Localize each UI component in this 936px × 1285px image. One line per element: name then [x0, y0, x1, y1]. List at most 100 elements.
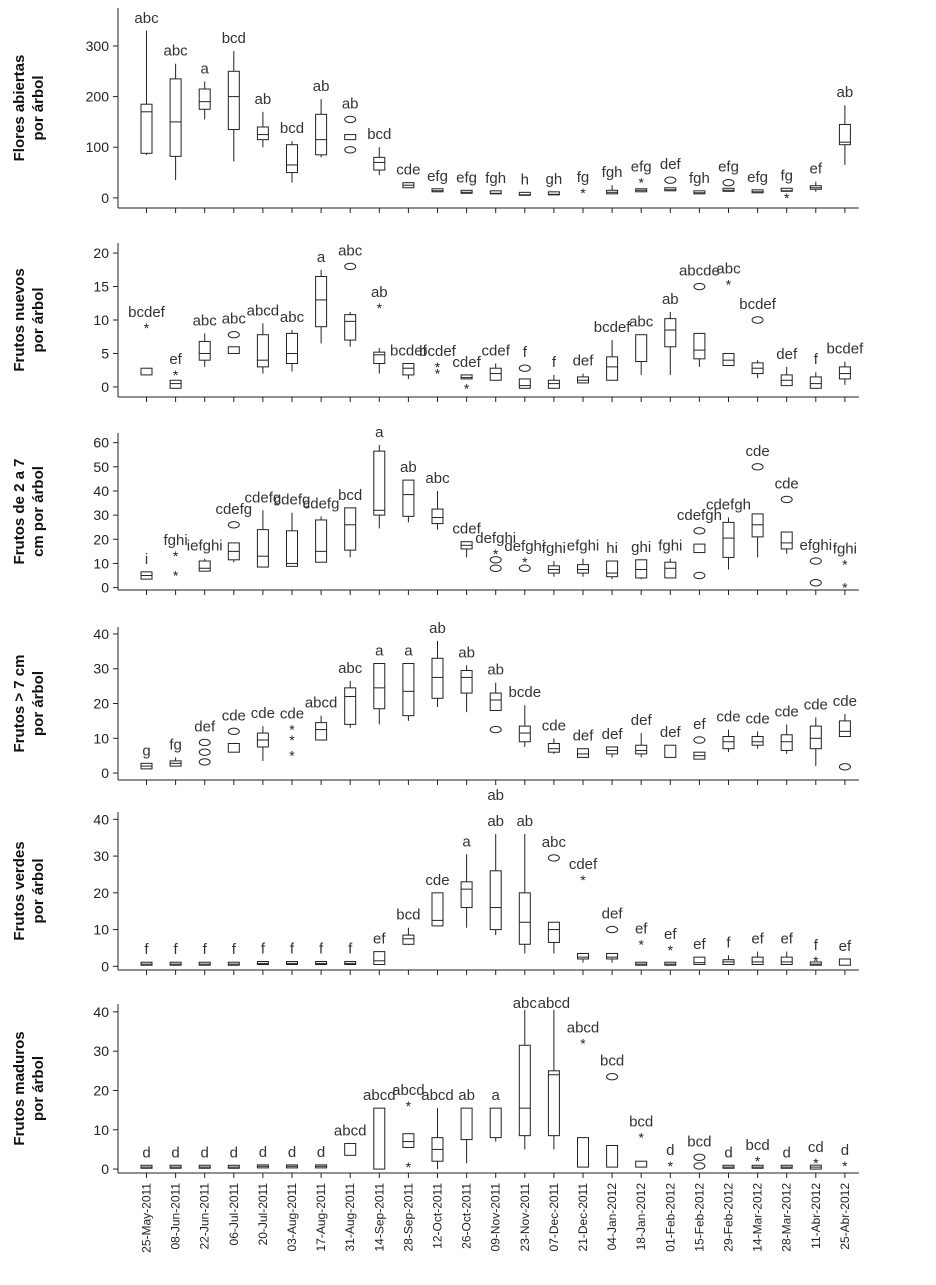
significance-letter: def [776, 346, 798, 363]
panel-5: 0 10 20 30 40 Frutos verdes por árbol f f f f f f f f e… [11, 787, 859, 975]
outlier-circle [722, 178, 735, 187]
box-25-May-2011: *bcdef [128, 304, 166, 376]
box-29-Feb-2012: *abc [716, 261, 741, 367]
outlier-star: * [668, 1158, 674, 1174]
outlier-circle [664, 176, 677, 184]
box-rect [693, 956, 706, 965]
box-21-Dec-2011: *fg [577, 169, 590, 201]
x-tick-label: 12-Oct-2011 [431, 1183, 445, 1249]
significance-letter: fg [577, 169, 590, 186]
box-11-Abr-2012: cde [804, 696, 828, 767]
box-rect [518, 1044, 531, 1137]
x-tick-label: 31-Aug-2011 [343, 1183, 357, 1252]
outlier-circle [198, 738, 211, 747]
box-25-May-2011: abc [134, 10, 159, 155]
significance-letter: efg [718, 159, 739, 176]
box-rect [780, 956, 793, 965]
box-22-Jun-2011: f [198, 941, 211, 966]
significance-letter: def [660, 156, 682, 173]
box-28-Sep-2011: **abcd [392, 1082, 425, 1175]
box-17-Aug-2011: a [315, 249, 328, 344]
box-25-Abr-2012: ef [839, 938, 852, 966]
significance-letter: abc [338, 242, 363, 259]
box-25-May-2011: g [140, 742, 153, 770]
significance-letter: d [259, 1144, 267, 1161]
outlier-circle [693, 527, 706, 535]
outlier-star: * [435, 359, 441, 375]
box-rect [169, 78, 182, 157]
box-09-Nov-2011: ab [487, 662, 504, 734]
box-26-Oct-2011: * cdef [452, 354, 481, 396]
x-tick-label: 06-Jul-2011 [227, 1183, 241, 1246]
box-22-Jun-2011: iefghi [187, 538, 223, 572]
outlier-star: * [464, 380, 470, 396]
significance-letter: f [232, 941, 237, 958]
box-15-Feb-2012: abcde [679, 263, 720, 367]
box-28-Mar-2012: ef [780, 931, 794, 965]
y-tick-label: 40 [93, 1004, 109, 1020]
box-03-Aug-2011: bcd [280, 120, 304, 183]
outlier-circle [518, 364, 531, 372]
significance-letter: i [145, 551, 148, 568]
significance-letter: ab [255, 91, 272, 108]
box-rect [606, 952, 619, 960]
y-tick-label: 0 [101, 580, 109, 596]
significance-letter: cde [716, 709, 740, 726]
significance-letter: f [290, 940, 295, 957]
significance-letter: d [841, 1142, 849, 1159]
box-21-Dec-2011: *cdef [569, 856, 598, 963]
x-tick-label: 14-Mar-2012 [751, 1183, 765, 1252]
box-09-Nov-2011: fgh [485, 170, 506, 195]
y-axis-label: Frutos verdes por árbol [11, 841, 47, 940]
box-29-Feb-2012: f [722, 934, 735, 965]
x-tick-label: 01-Feb-2012 [663, 1183, 677, 1252]
outlier-circle [227, 331, 240, 339]
box-07-Dec-2011: gh [546, 171, 562, 196]
box-rect [838, 720, 851, 738]
significance-letter: fg [780, 167, 793, 184]
significance-letter: cde [251, 705, 275, 722]
significance-letter: ab [458, 644, 475, 661]
box-rect [344, 507, 357, 551]
y-tick-label: 60 [93, 435, 109, 451]
significance-letter: cdef [452, 521, 481, 538]
box-08-Jun-2011: **fghi [164, 532, 188, 583]
outlier-circle [344, 115, 357, 124]
significance-letter: abcd [363, 1087, 396, 1104]
significance-letter: abcd [421, 1087, 454, 1104]
outlier-star: * [638, 1130, 644, 1146]
box-03-Aug-2011: f [286, 940, 298, 965]
outlier-circle [751, 316, 764, 324]
y-axis-label: Frutos de 2 a 7 cm por árbol [11, 459, 47, 565]
significance-letter: def [602, 726, 624, 743]
y-tick-label: 10 [93, 312, 109, 328]
outlier-star: * [406, 1098, 412, 1114]
outlier-circle [693, 571, 706, 580]
box-04-Jan-2012: bcd [600, 1053, 624, 1168]
significance-letter: cdefgh [677, 507, 722, 524]
outlier-circle [489, 564, 502, 572]
box-rect [431, 657, 444, 699]
box-08-Jun-2011: abc [164, 43, 188, 181]
outlier-star: * [406, 1159, 412, 1175]
box-rect [198, 560, 211, 572]
significance-letter: ab [662, 291, 679, 308]
box-17-Aug-2011: ab [313, 78, 329, 158]
box-31-Aug-2011: ab [342, 95, 359, 154]
box-rect [140, 367, 153, 376]
box-06-Jul-2011: cdefg [215, 501, 252, 563]
box-rect [547, 1070, 560, 1137]
y-tick-label: 10 [93, 1122, 109, 1138]
x-tick-label: 04-Jan-2012 [605, 1183, 619, 1251]
outlier-star: * [638, 936, 644, 952]
outlier-star: * [755, 1153, 761, 1169]
outlier-star: * [842, 580, 848, 596]
significance-letter: d [317, 1144, 325, 1161]
box-rect [373, 1107, 386, 1170]
box-rect [344, 314, 357, 341]
box-rect [722, 521, 735, 558]
box-rect [256, 126, 269, 141]
box-rect [489, 870, 502, 931]
box-11-Abr-2012: ef [810, 161, 823, 192]
